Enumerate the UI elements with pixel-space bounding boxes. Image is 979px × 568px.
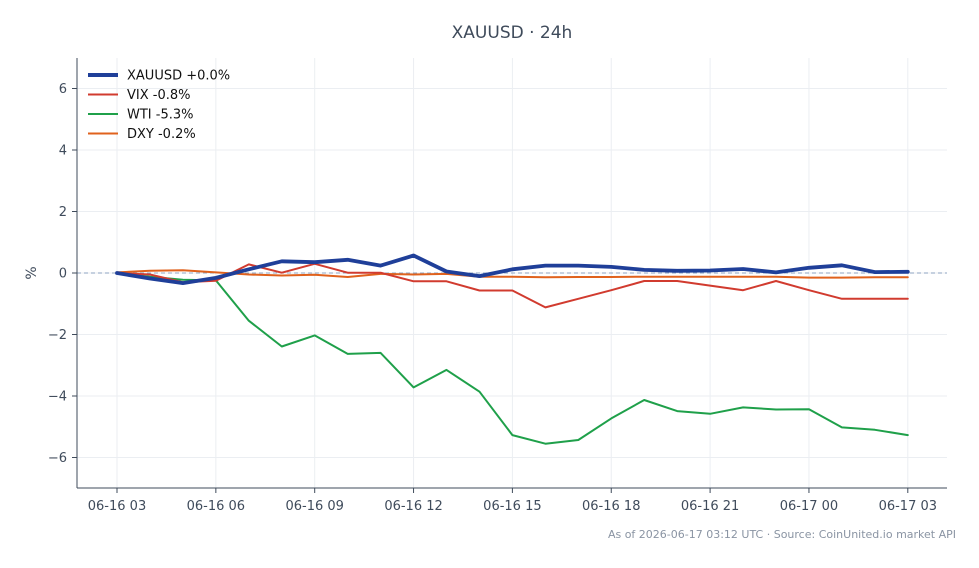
x-tick-label: 06-16 21 [681,499,739,514]
x-tick-label: 06-16 03 [88,499,146,514]
x-tick-label: 06-17 03 [879,499,937,514]
legend: XAUUSD +0.0% VIX -0.8% WTI -5.3% DXY -0.2% [88,69,230,142]
y-tick-label: 4 [59,144,67,159]
footer-source-note: As of 2026-06-17 03:12 UTC · Source: Coi… [608,528,956,541]
x-tick-label: 06-17 00 [780,499,838,514]
legend-label-1: VIX -0.8% [127,88,190,103]
y-tick-label: −6 [48,451,67,466]
legend-label-3: DXY -0.2% [127,127,196,142]
chart-title: XAUUSD · 24h [452,23,573,43]
series-line-2 [116,272,909,445]
y-tick-label: 6 [59,82,67,97]
x-tick-label: 06-16 12 [384,499,442,514]
x-tick-label: 06-16 18 [582,499,640,514]
x-tick-label: 06-16 15 [483,499,541,514]
series-line-0 [115,253,910,286]
y-tick-label: −2 [48,328,67,343]
legend-label-0: XAUUSD +0.0% [127,69,230,84]
legend-label-2: WTI -5.3% [127,108,193,123]
series-line-1 [116,262,909,309]
y-tick-label: −4 [48,390,67,405]
x-axis-ticks: 06-16 03 06-16 06 06-16 09 06-16 12 06-16 15… [88,488,937,514]
y-axis-title: % [24,266,40,279]
series-line-3 [116,269,909,279]
x-tick-label: 06-16 06 [187,499,245,514]
series-lines [115,253,910,445]
y-axis-ticks: −6 −4 −2 0 2 4 6 [48,82,77,466]
y-tick-label: 2 [59,205,67,220]
x-tick-label: 06-16 09 [285,499,343,514]
y-tick-label: 0 [59,267,67,282]
